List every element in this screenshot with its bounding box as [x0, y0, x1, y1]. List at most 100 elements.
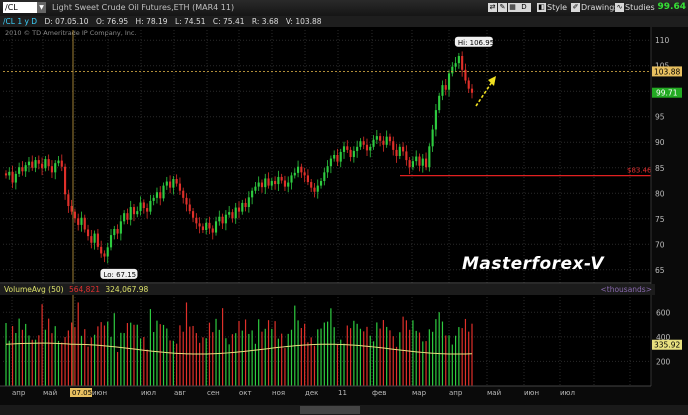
candle-body	[467, 80, 470, 89]
time-tick-label: июн	[92, 389, 107, 397]
time-tick-label: апр	[12, 389, 26, 397]
candle-body	[195, 217, 198, 224]
candle-body	[205, 222, 208, 230]
candle-body	[224, 214, 227, 224]
candle-body	[336, 155, 339, 162]
candle-body	[244, 202, 247, 208]
candle-body	[80, 217, 83, 225]
candle-body	[24, 165, 27, 172]
candle-body	[129, 207, 132, 220]
candle-body	[270, 181, 273, 186]
candle-body	[424, 158, 428, 168]
candle-body	[11, 171, 14, 183]
candle-body	[405, 151, 408, 161]
candle-body	[93, 233, 96, 243]
candle-body	[257, 182, 260, 187]
candle-body	[106, 247, 109, 257]
candle-body	[159, 192, 162, 199]
time-cursor-box	[70, 388, 92, 397]
green-price-box	[652, 87, 682, 98]
time-tick-label: дек	[305, 389, 318, 397]
candle-body	[57, 160, 60, 164]
copyright-notice: 2010 © TD Ameritrade IP Company, Inc.	[5, 29, 137, 37]
period-label[interactable]: D	[517, 3, 531, 12]
candle-body	[293, 172, 296, 176]
candle-body	[113, 228, 116, 236]
candle-body	[382, 140, 385, 145]
candle-body	[237, 207, 241, 212]
grid-icon[interactable]: ▦	[508, 3, 517, 12]
forecast-arrow-line	[475, 81, 493, 107]
price-tick-label: 65	[655, 266, 665, 275]
price-tick-label: 85	[655, 164, 665, 173]
drawing-mode-icon[interactable]: ✎	[498, 3, 507, 12]
toolbar-icon-group[interactable]: ⇄ ✎ ▦	[488, 2, 518, 13]
candle-body	[431, 129, 434, 147]
candle-body	[169, 181, 172, 188]
price-tick-label: 75	[655, 215, 665, 224]
ohlc-info-bar: /CL 1 y D D: 07.05.10 O: 76.95 H: 78.19 …	[0, 16, 688, 27]
candle-body	[142, 202, 145, 209]
candle-body	[356, 146, 359, 151]
candle-body	[264, 178, 267, 188]
symbol-input[interactable]: /CL	[3, 2, 37, 13]
volume-value-avg: 324,067.98	[105, 285, 149, 294]
candle-body	[346, 146, 349, 150]
period-selector[interactable]: D	[517, 2, 532, 13]
candle-body	[454, 63, 457, 67]
candle-body	[44, 159, 47, 169]
drawings-button[interactable]: ✐ Drawings	[571, 2, 618, 13]
link-icon[interactable]: ⇄	[488, 3, 497, 12]
candle-body	[77, 218, 80, 225]
studies-label: Studies	[625, 3, 655, 12]
candle-body	[352, 150, 355, 158]
forecast-arrow-icon	[488, 76, 496, 86]
style-button[interactable]: ◧ Style	[537, 2, 567, 13]
candle-body	[27, 161, 31, 166]
candle-body	[290, 175, 293, 183]
candle-body	[369, 146, 372, 151]
candle-body	[103, 253, 106, 257]
style-icon: ◧	[537, 3, 546, 12]
candle-body	[392, 141, 395, 150]
candle-body	[461, 56, 464, 70]
time-tick-label: май	[487, 389, 501, 397]
candle-body	[214, 221, 218, 233]
watermark-logo: Masterforex-V	[462, 254, 604, 274]
candle-body	[283, 180, 287, 187]
time-tick-label: окт	[239, 389, 252, 397]
candle-body	[54, 163, 57, 173]
candle-body	[119, 221, 122, 234]
candle-body	[241, 202, 244, 212]
candle-body	[37, 160, 40, 164]
candle-body	[267, 178, 270, 186]
volume-tick-label: 600	[656, 308, 671, 317]
candle-body	[349, 149, 352, 158]
info-low: L: 74.51	[174, 17, 206, 26]
drawings-label: Drawings	[581, 3, 619, 12]
candle-body	[8, 171, 11, 176]
symbol-dropdown-icon[interactable]: ▼	[37, 2, 46, 13]
studies-button[interactable]: ∿ Studies	[615, 2, 655, 13]
candle-body	[67, 194, 70, 207]
time-tick-label: мар	[412, 389, 427, 397]
volume-avg-line	[5, 342, 473, 355]
candle-body	[362, 141, 365, 145]
candle-body	[388, 136, 392, 142]
candle-body	[139, 202, 142, 212]
candle-body	[411, 161, 414, 168]
instrument-description: Light Sweet Crude Oil Futures,ETH (MAR4 …	[52, 3, 235, 12]
candle-body	[287, 182, 290, 187]
volume-units: <thousands>	[600, 285, 652, 294]
current-price-box	[652, 66, 682, 77]
low-annotation-box	[100, 268, 138, 279]
low-annotation-label: Lo: 67.15	[103, 271, 136, 279]
high-annotation-label: Hi: 106.95	[458, 39, 494, 47]
candle-body	[182, 190, 185, 198]
candle-body	[444, 85, 447, 90]
studies-icon: ∿	[615, 3, 624, 12]
price-tick-label: 95	[655, 113, 665, 122]
candle-body	[329, 158, 332, 167]
